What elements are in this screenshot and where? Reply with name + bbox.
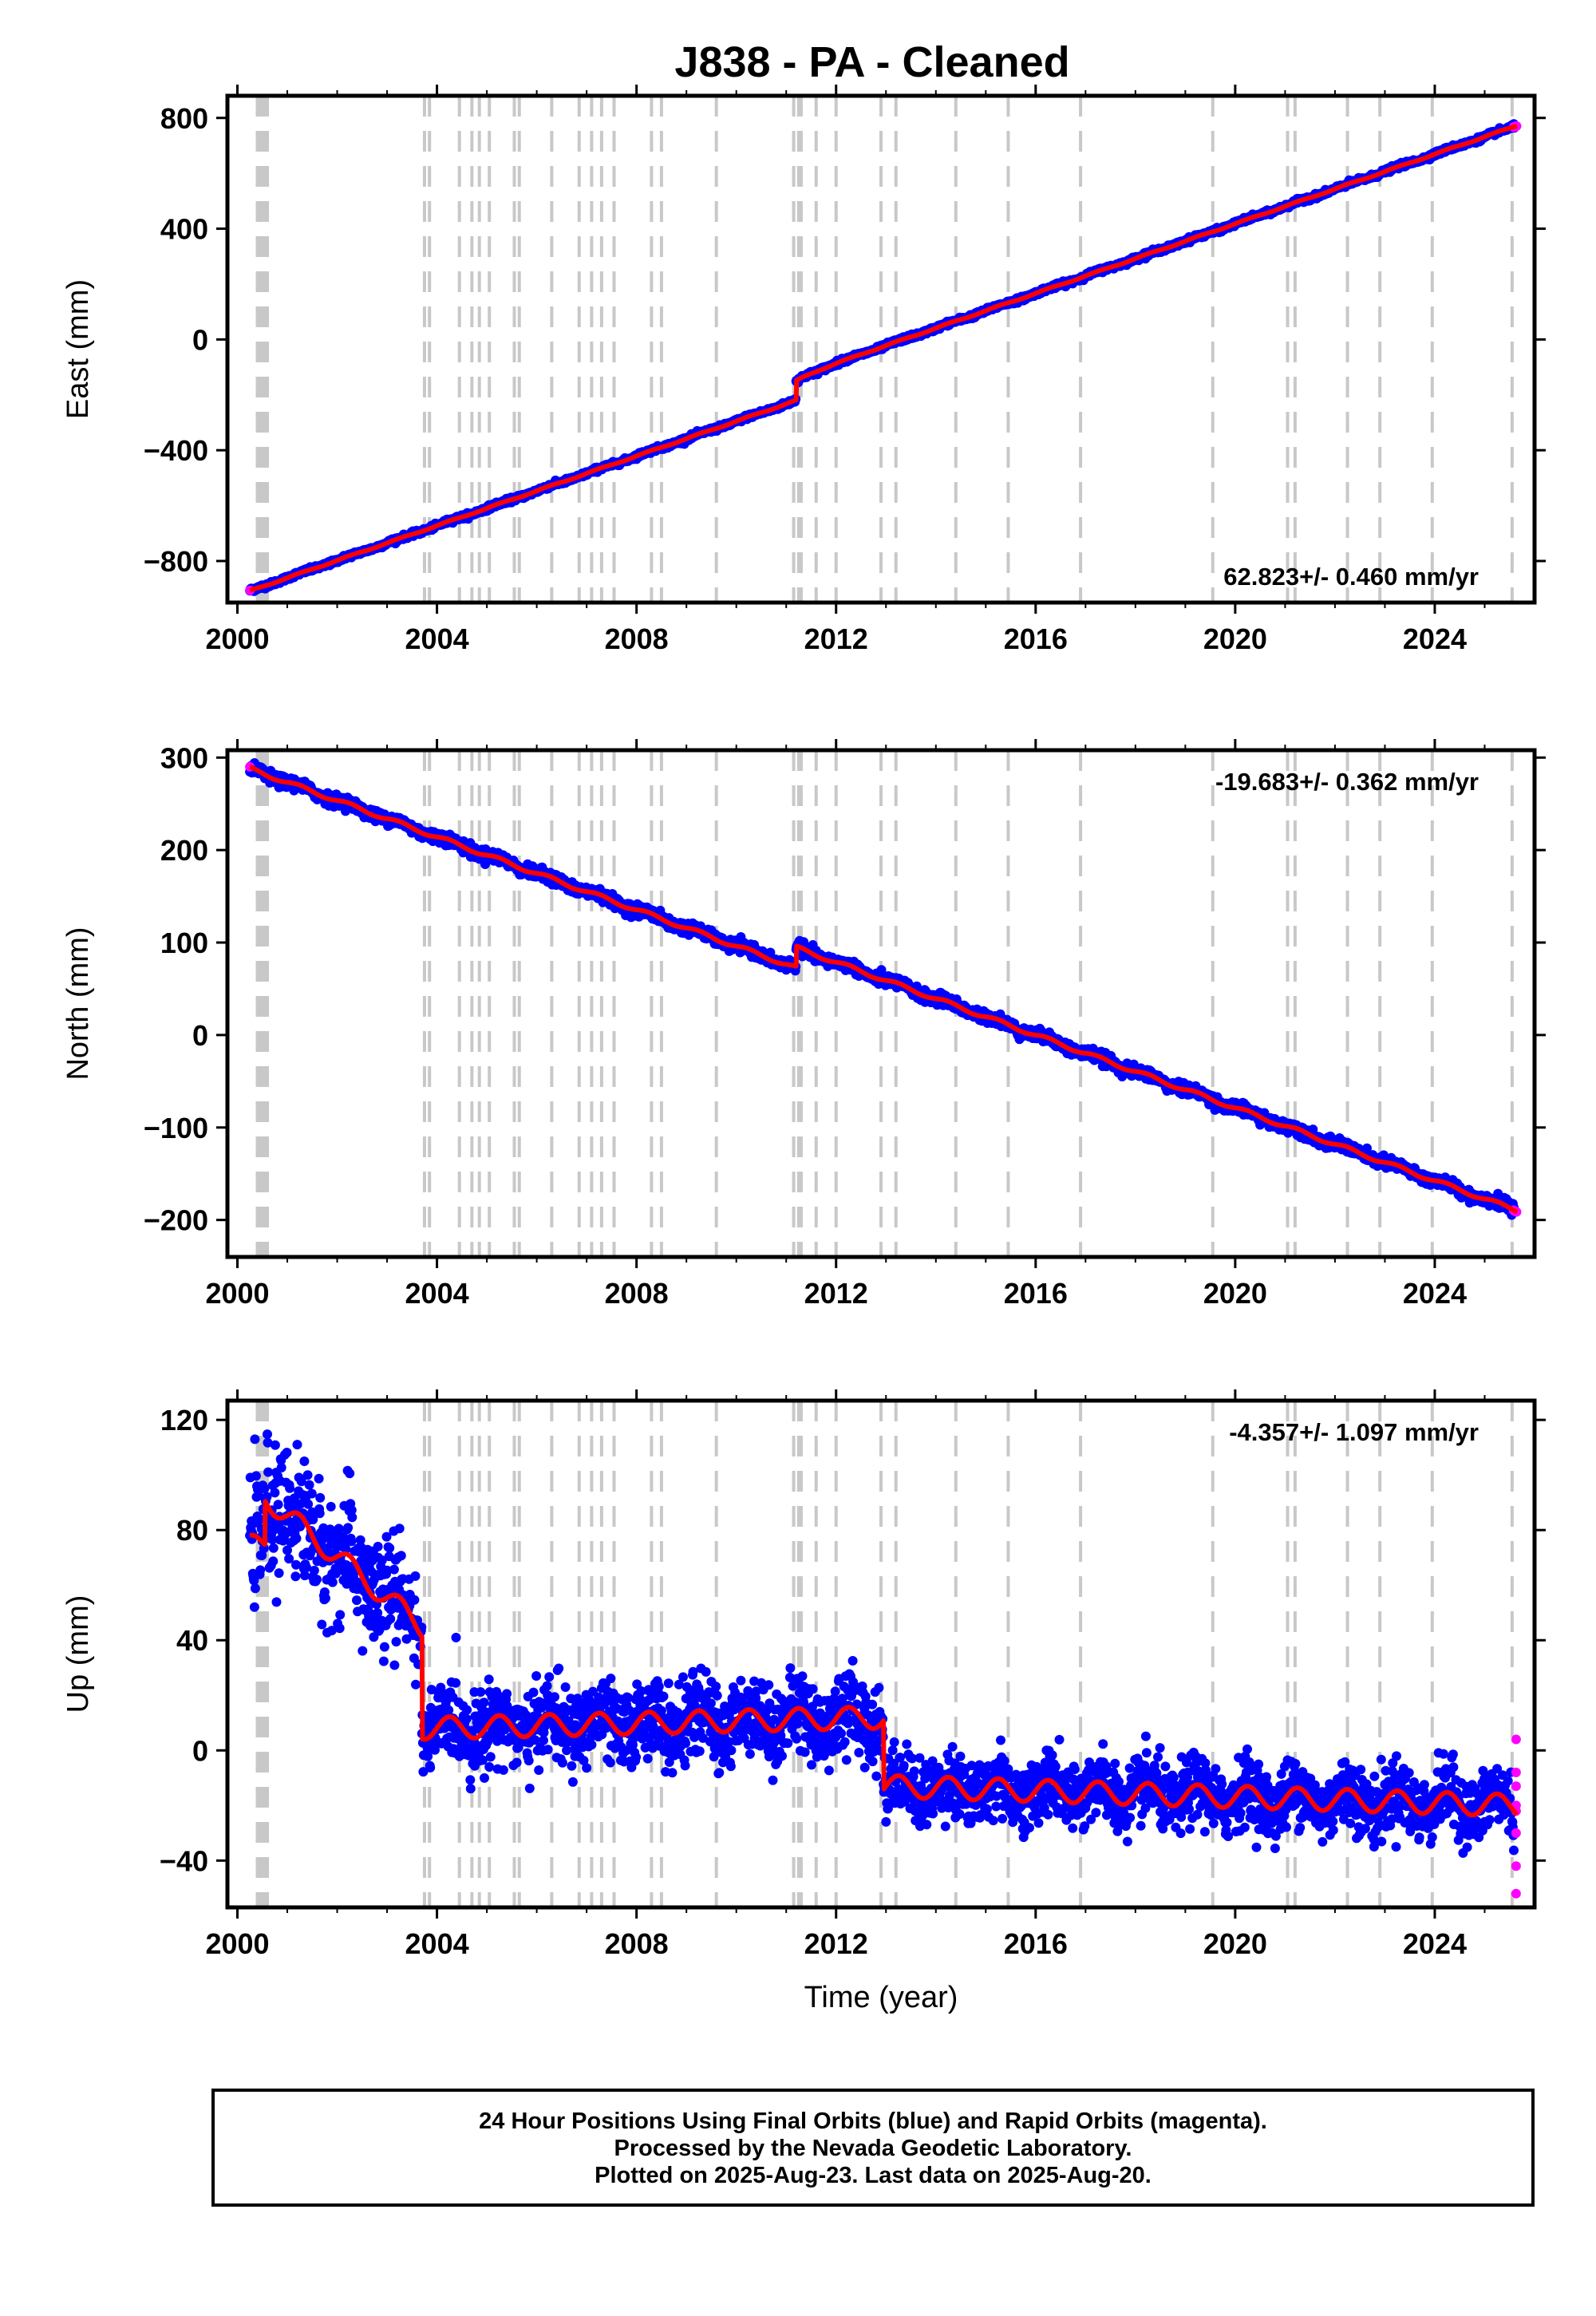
y-tick-label: −800: [144, 545, 208, 578]
rate-label: 62.823+/- 0.460 mm/yr: [1223, 563, 1479, 591]
panel-east: 2000 2004 2008 2012 2016 2020 2024 −800 −400 0 400…: [61, 85, 1546, 655]
x-tick-label: 2012: [804, 622, 868, 655]
chart-title: J838 - PA - Cleaned: [674, 38, 1069, 86]
x-tick-label: 2000: [205, 622, 269, 655]
plot-area-east: [245, 96, 1522, 603]
x-tick-label: 2008: [605, 622, 669, 655]
x-tick-label: 2024: [1403, 622, 1467, 655]
x-tick-label: 2004: [405, 622, 469, 655]
panels: 2000 2004 2008 2012 2016 2020 2024 −800 −400 0 400…: [61, 85, 1546, 2014]
panel-north: 2000 2004 2008 2012 2016 2020 2024−200−1000100…: [61, 739, 1546, 1310]
y-tick-label: 400: [160, 213, 208, 246]
y-tick-label: 0: [192, 323, 208, 356]
y-tick-label: −400: [144, 434, 208, 467]
y-tick-label: 800: [160, 102, 208, 135]
x-tick-label: 2020: [1203, 622, 1267, 655]
plot-area-north: [245, 750, 1522, 1257]
x-tick-label: 2016: [1004, 622, 1068, 655]
y-axis-label: East (mm): [61, 279, 95, 419]
